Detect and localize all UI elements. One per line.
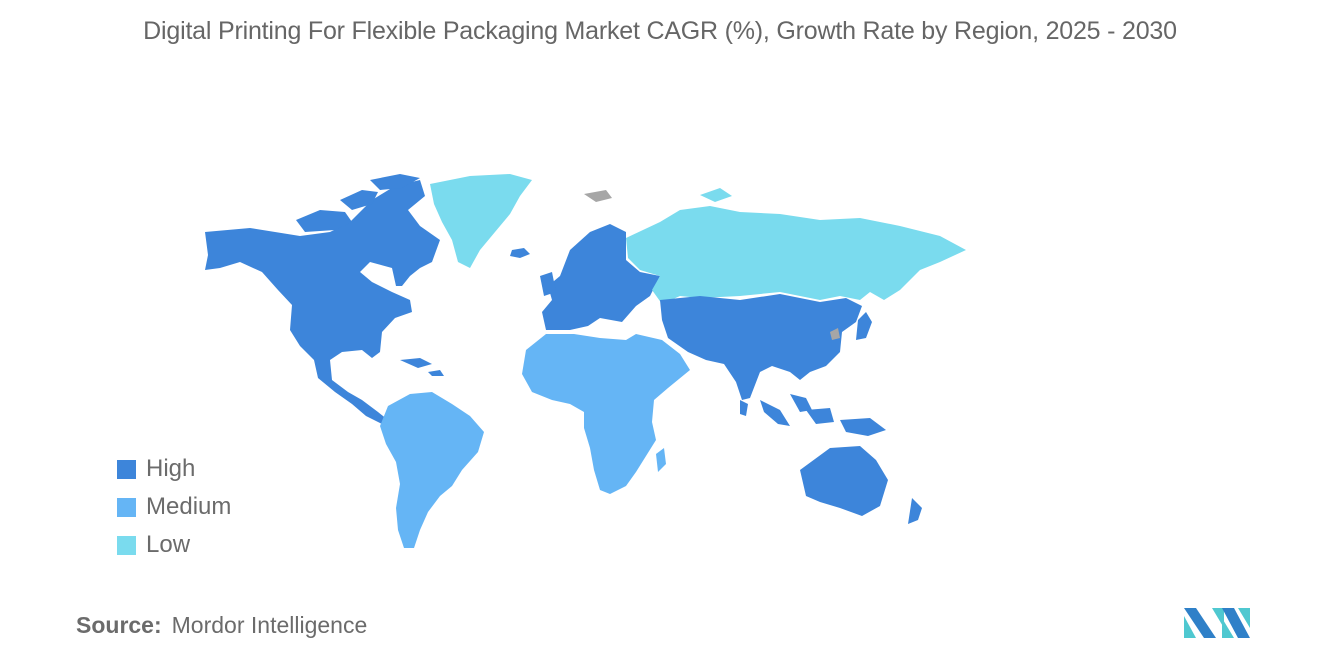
region-greenland: [430, 174, 532, 268]
legend-swatch-low: [117, 535, 136, 555]
region-asia-pacific: [660, 294, 922, 524]
legend-label-high: High: [146, 455, 196, 482]
legend-item-high: High: [117, 450, 231, 488]
source-credit: Source: Mordor Intelligence: [76, 612, 367, 639]
chart-title: Digital Printing For Flexible Packaging …: [143, 17, 1177, 45]
legend-swatch-medium: [117, 497, 136, 517]
legend-label-medium: Medium: [146, 493, 232, 520]
legend-item-medium: Medium: [117, 488, 231, 526]
legend-swatch-high: [117, 459, 136, 479]
legend-item-low: Low: [117, 526, 231, 564]
region-middle-east-africa: [522, 334, 690, 494]
region-russia: [626, 188, 966, 304]
legend-label-low: Low: [146, 531, 191, 558]
legend: High Medium Low: [117, 450, 231, 564]
region-europe: [540, 224, 660, 330]
source-value: Mordor Intelligence: [171, 612, 368, 638]
mordor-intelligence-logo-icon: [1184, 608, 1250, 638]
source-label: Source:: [76, 612, 162, 638]
region-no-data: [584, 190, 840, 340]
region-south-america: [380, 392, 484, 548]
region-north-america: [205, 174, 530, 424]
